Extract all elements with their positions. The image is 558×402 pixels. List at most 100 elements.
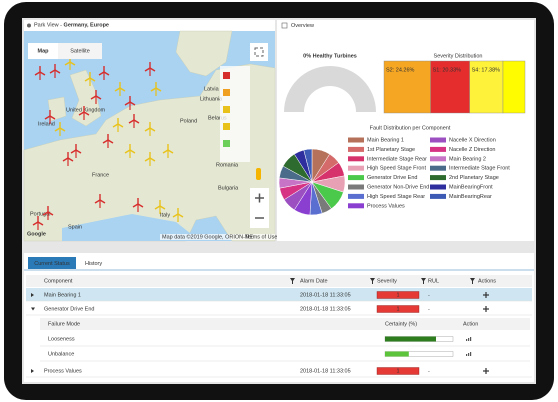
legend-swatch xyxy=(223,123,230,130)
tab-label: Current Status xyxy=(34,261,70,267)
country-label: Romania xyxy=(216,162,239,168)
turbine-blade xyxy=(103,71,110,76)
map-button-text: Satellite xyxy=(70,48,90,54)
turbine-blade xyxy=(39,71,46,76)
chart-icon[interactable] xyxy=(468,353,470,356)
column-header: Actions xyxy=(478,278,496,284)
turbine-blade xyxy=(144,127,151,132)
severity-label: S1: 20.33% xyxy=(433,67,462,73)
legend-label: Intermediate Stage Front xyxy=(449,166,510,172)
fullscreen-button[interactable] xyxy=(250,43,268,61)
expander[interactable] xyxy=(31,369,34,373)
turbine-blade xyxy=(124,149,131,154)
legend-label: Nacelle Z Direction xyxy=(449,147,495,153)
status-panel xyxy=(24,253,534,382)
country-label: Portugal xyxy=(30,211,51,217)
turbine-blade xyxy=(137,203,144,208)
turbine-blade xyxy=(89,77,96,82)
overview-icon xyxy=(281,22,288,29)
severity-badge xyxy=(376,291,420,299)
pegman xyxy=(256,168,261,180)
legend-label: Process Values xyxy=(367,203,405,209)
pie-title: Fault Distribution per Component xyxy=(370,125,451,131)
alarm-date: 2018-01-18 11:33:05 xyxy=(300,368,351,374)
header-prefix: Park View - xyxy=(34,23,64,29)
alarm-date: 2018-01-18 11:33:05 xyxy=(300,306,351,312)
turbine-blade xyxy=(128,119,135,124)
legend-swatch xyxy=(430,156,446,162)
map-terms: Terms of Use xyxy=(245,234,277,240)
expander[interactable] xyxy=(31,307,35,311)
turbine-blade xyxy=(149,67,156,72)
turbine-blade xyxy=(162,149,169,154)
turbine-blade xyxy=(149,127,156,132)
legend-swatch xyxy=(430,193,446,199)
legend-label: Main Bearing 2 xyxy=(449,156,486,162)
turbine-blade xyxy=(132,203,139,208)
certainty-bar xyxy=(385,336,436,342)
severity-value: 1 xyxy=(396,292,399,298)
severity-box xyxy=(383,60,431,114)
turbine-blade xyxy=(64,61,71,66)
turbine-blade xyxy=(150,87,157,92)
turbine-blade xyxy=(99,199,106,204)
map-icon xyxy=(27,23,31,28)
severity-label: S2: 24.26% xyxy=(386,67,415,73)
header-location: Germany, Europe xyxy=(64,23,109,29)
turbine-blade xyxy=(144,67,151,72)
map-button-text: Map xyxy=(38,48,50,54)
turbine-blade xyxy=(70,149,77,154)
column-header: RUL xyxy=(428,278,439,284)
country-label: Ireland xyxy=(38,121,55,127)
filter-icon[interactable] xyxy=(290,278,295,284)
filter-icon[interactable] xyxy=(370,278,375,284)
turbine-blade xyxy=(54,69,61,74)
severity-box-extra xyxy=(502,60,526,114)
turbine-blade xyxy=(95,95,102,100)
country-label: Lithuania xyxy=(200,96,223,102)
legend-label: 2nd Planetary Stage xyxy=(449,175,499,181)
legend-label: High Speed Stage Rear xyxy=(367,194,425,200)
chart-icon[interactable] xyxy=(470,337,472,341)
fullscreen-icon xyxy=(254,47,264,57)
filter-icon[interactable] xyxy=(470,278,475,284)
turbine-blade xyxy=(69,61,76,66)
chart-icon[interactable] xyxy=(470,352,472,356)
tab-active[interactable] xyxy=(28,257,76,269)
filter-icon[interactable] xyxy=(421,278,426,284)
turbine-blade xyxy=(112,123,119,128)
legend-swatch xyxy=(223,106,230,113)
chart-icon[interactable] xyxy=(468,338,470,341)
chart-icon[interactable] xyxy=(466,339,468,341)
baltic xyxy=(166,72,196,96)
turbine-blade xyxy=(42,211,49,216)
column-header: Component xyxy=(44,278,73,284)
rul-value: - xyxy=(428,292,430,298)
country-label: France xyxy=(92,172,109,178)
legend-swatch xyxy=(348,165,364,171)
legend-label: Main Bearing 1 xyxy=(367,137,404,143)
rul-value: - xyxy=(428,368,430,374)
turbine-blade xyxy=(78,111,85,116)
turbine-blade xyxy=(129,149,136,154)
turbine-blade xyxy=(75,149,82,154)
map-legend xyxy=(220,66,250,162)
column-header: Alarm Date xyxy=(300,278,328,284)
country-label: United Kingdom xyxy=(66,107,106,113)
severity-badge xyxy=(376,305,420,313)
map-button-satellite[interactable] xyxy=(58,43,102,59)
subtable-column: Action xyxy=(463,321,478,327)
turbine-blade xyxy=(144,157,151,162)
turbine-blade xyxy=(149,157,156,162)
legend-label: High Speed Stage Front xyxy=(367,166,426,172)
map-button-map[interactable] xyxy=(28,43,58,59)
turbine-blade xyxy=(84,77,91,82)
expander[interactable] xyxy=(31,293,34,297)
severity-value: 1 xyxy=(396,306,399,312)
turbine-blade xyxy=(34,71,41,76)
legend-label: 1st Planetary Stage xyxy=(367,147,415,153)
country-label: Bulgaria xyxy=(218,185,239,191)
chart-icon[interactable] xyxy=(466,354,468,356)
